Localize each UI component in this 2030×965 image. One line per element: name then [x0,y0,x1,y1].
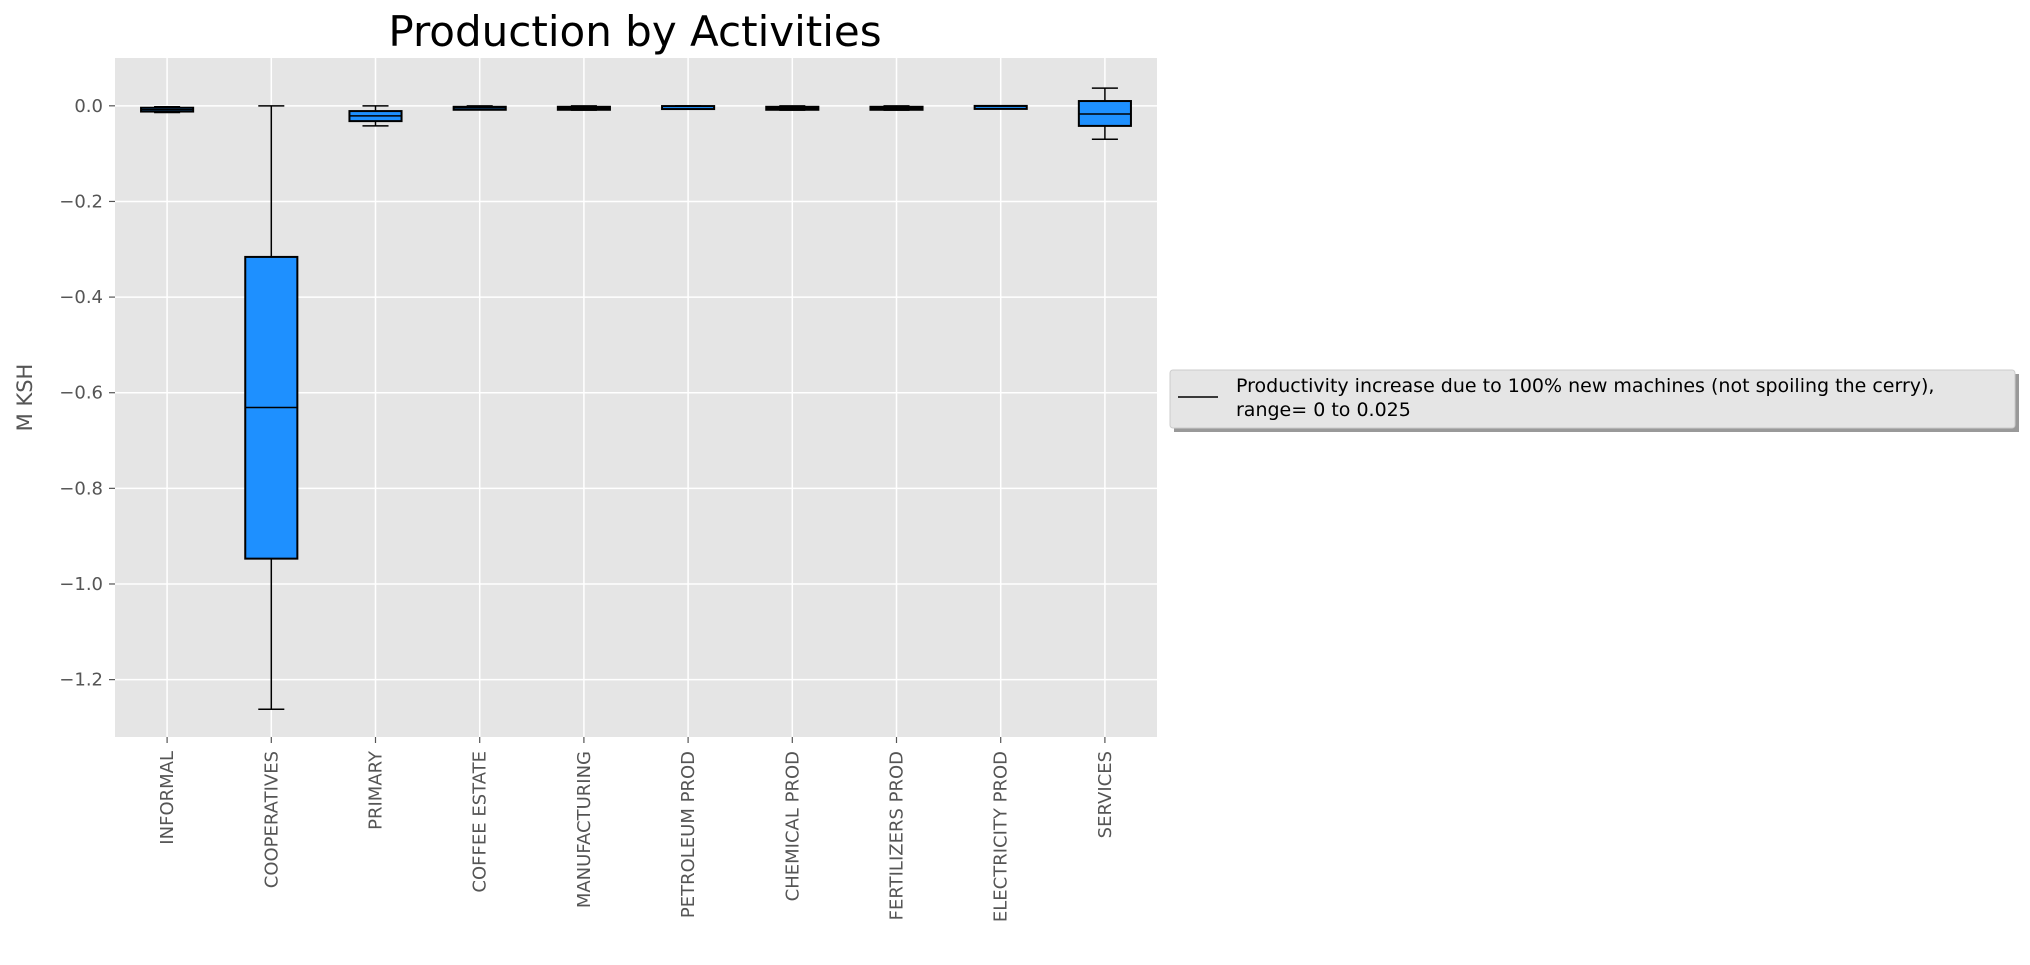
box-coffee-estate [452,105,507,111]
x-tick-label: COOPERATIVES [261,751,282,888]
chart-title: Production by Activities [388,7,881,56]
box-services [1077,87,1132,141]
box-electricity-prod [973,104,1028,110]
box-primary [348,105,403,127]
box-series [140,87,1132,711]
y-tick-label: −1.2 [59,670,103,691]
x-tick-label: MANUFACTURING [574,751,595,908]
box-manufacturing [556,105,611,111]
y-axis: 0.0 −0.2 −0.4 −0.6 −0.8 −1.0 −1.2 [59,96,115,691]
box-petroleum-prod [661,105,716,111]
x-tick-label: CHEMICAL PROD [782,751,803,901]
x-tick-label: INFORMAL [157,751,178,845]
x-tick-label: COFFEE ESTATE [470,751,491,893]
y-tick-label: −0.4 [59,287,103,308]
x-tick-label: ELECTRICITY PROD [991,751,1012,922]
y-tick-label: −1.0 [59,574,103,595]
box-chemical-prod [765,105,820,111]
x-tick-label: PRIMARY [366,750,387,830]
y-tick-label: −0.2 [59,191,103,212]
y-tick-label: −0.6 [59,383,103,404]
y-tick-label: 0.0 [74,96,103,117]
x-tick-label: PETROLEUM PROD [678,751,699,918]
box-fertilizers-prod [869,105,924,111]
x-axis: INFORMAL COOPERATIVES PRIMARY COFFEE ESTATE… [157,737,1116,922]
y-axis-label: M KSH [13,364,37,432]
legend-entry-label: Productivity increase due to 100% new ma… [1236,375,1941,421]
legend[interactable]: Productivity increase due to 100% new ma… [1169,369,2019,432]
y-tick-label: −0.8 [59,478,103,499]
legend-frame [1169,369,2016,429]
x-tick-label: SERVICES [1095,751,1116,838]
box-cooperatives [244,105,299,711]
box-informal [140,106,195,114]
x-tick-label: FERTILIZERS PROD [887,751,908,920]
